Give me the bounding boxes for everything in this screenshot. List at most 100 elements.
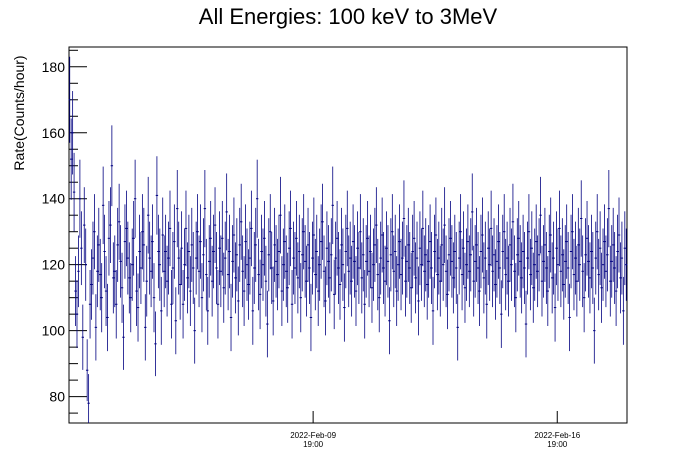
data-point xyxy=(312,197,316,273)
data-point xyxy=(391,194,394,270)
data-point xyxy=(215,232,218,304)
data-point xyxy=(197,235,201,308)
data-point xyxy=(273,207,276,282)
data-point xyxy=(394,214,397,289)
data-point xyxy=(622,276,625,345)
data-point xyxy=(619,242,622,314)
data-point xyxy=(81,304,85,370)
data-point xyxy=(543,207,547,282)
data-point xyxy=(449,200,452,276)
data-point xyxy=(511,183,515,260)
data-point xyxy=(194,221,198,295)
data-point xyxy=(457,221,461,295)
data-point xyxy=(399,238,403,311)
data-point xyxy=(468,235,471,308)
data-point xyxy=(370,252,374,323)
data-point xyxy=(625,228,628,301)
data-point xyxy=(94,294,98,361)
data-point xyxy=(120,252,124,323)
data-point xyxy=(433,214,436,289)
data-point xyxy=(446,259,449,330)
data-point xyxy=(190,207,193,282)
data-point xyxy=(453,214,457,289)
data-point xyxy=(363,269,366,339)
data-point xyxy=(534,204,538,279)
y-axis-ticks: 80 100 120 140 160 180 xyxy=(42,49,87,414)
data-point xyxy=(431,276,435,345)
data-point xyxy=(301,218,304,292)
data-point xyxy=(362,218,365,292)
data-point xyxy=(488,228,491,301)
data-point xyxy=(192,232,195,304)
data-point xyxy=(302,194,305,270)
data-point xyxy=(447,218,451,292)
data-point xyxy=(338,249,342,320)
data-point xyxy=(353,225,356,298)
data-point xyxy=(213,187,217,263)
data-point xyxy=(311,221,314,295)
data-point xyxy=(577,207,580,282)
data-point xyxy=(189,256,192,326)
data-point xyxy=(469,218,472,292)
chart-title: All Energies: 100 keV to 3MeV xyxy=(199,4,498,29)
data-point xyxy=(101,166,105,245)
data-point xyxy=(261,228,265,301)
data-point xyxy=(331,166,334,245)
data-point xyxy=(357,232,361,304)
data-point xyxy=(247,249,250,320)
data-point xyxy=(561,218,564,292)
data-point xyxy=(389,218,393,292)
data-point xyxy=(503,194,506,270)
data-point xyxy=(593,297,596,364)
data-point xyxy=(202,218,205,292)
data-point xyxy=(274,225,278,298)
data-point xyxy=(479,214,483,289)
data-point xyxy=(155,156,159,235)
y-tick-label-100: 100 xyxy=(42,323,66,339)
data-point xyxy=(520,242,523,314)
data-point xyxy=(436,238,439,311)
data-point xyxy=(84,228,87,301)
data-point xyxy=(282,228,285,301)
data-point xyxy=(109,187,112,263)
data-point xyxy=(382,232,385,304)
data-point xyxy=(292,221,295,295)
data-point xyxy=(241,235,244,308)
data-point xyxy=(314,238,317,311)
data-point xyxy=(404,245,407,317)
data-point xyxy=(296,242,300,314)
data-point xyxy=(298,214,301,289)
data-point xyxy=(465,228,468,301)
data-point xyxy=(144,294,147,361)
data-point xyxy=(178,249,182,320)
data-point xyxy=(581,235,584,308)
data-point xyxy=(117,183,121,260)
data-point xyxy=(116,207,119,282)
data-point xyxy=(516,218,519,292)
data-point xyxy=(360,242,364,314)
data-point xyxy=(283,204,286,279)
data-point xyxy=(402,180,406,257)
y-tick-label-120: 120 xyxy=(42,257,66,273)
data-point xyxy=(537,218,541,292)
data-point xyxy=(578,228,581,301)
data-point xyxy=(359,194,362,270)
data-point xyxy=(459,194,462,270)
data-point xyxy=(242,256,246,326)
data-point xyxy=(308,232,311,304)
data-point xyxy=(170,269,173,339)
data-point xyxy=(439,245,442,317)
data-point xyxy=(379,221,382,295)
data-point xyxy=(253,232,256,304)
data-point xyxy=(420,228,423,301)
data-point xyxy=(596,194,599,270)
data-point xyxy=(430,232,433,304)
data-point xyxy=(69,118,73,200)
data-point xyxy=(267,218,271,292)
data-point xyxy=(482,242,486,314)
x-tick-time-1: 19:00 xyxy=(303,440,324,449)
data-point xyxy=(264,245,268,317)
data-point xyxy=(539,176,542,254)
data-point xyxy=(97,207,100,282)
data-point xyxy=(585,200,589,276)
